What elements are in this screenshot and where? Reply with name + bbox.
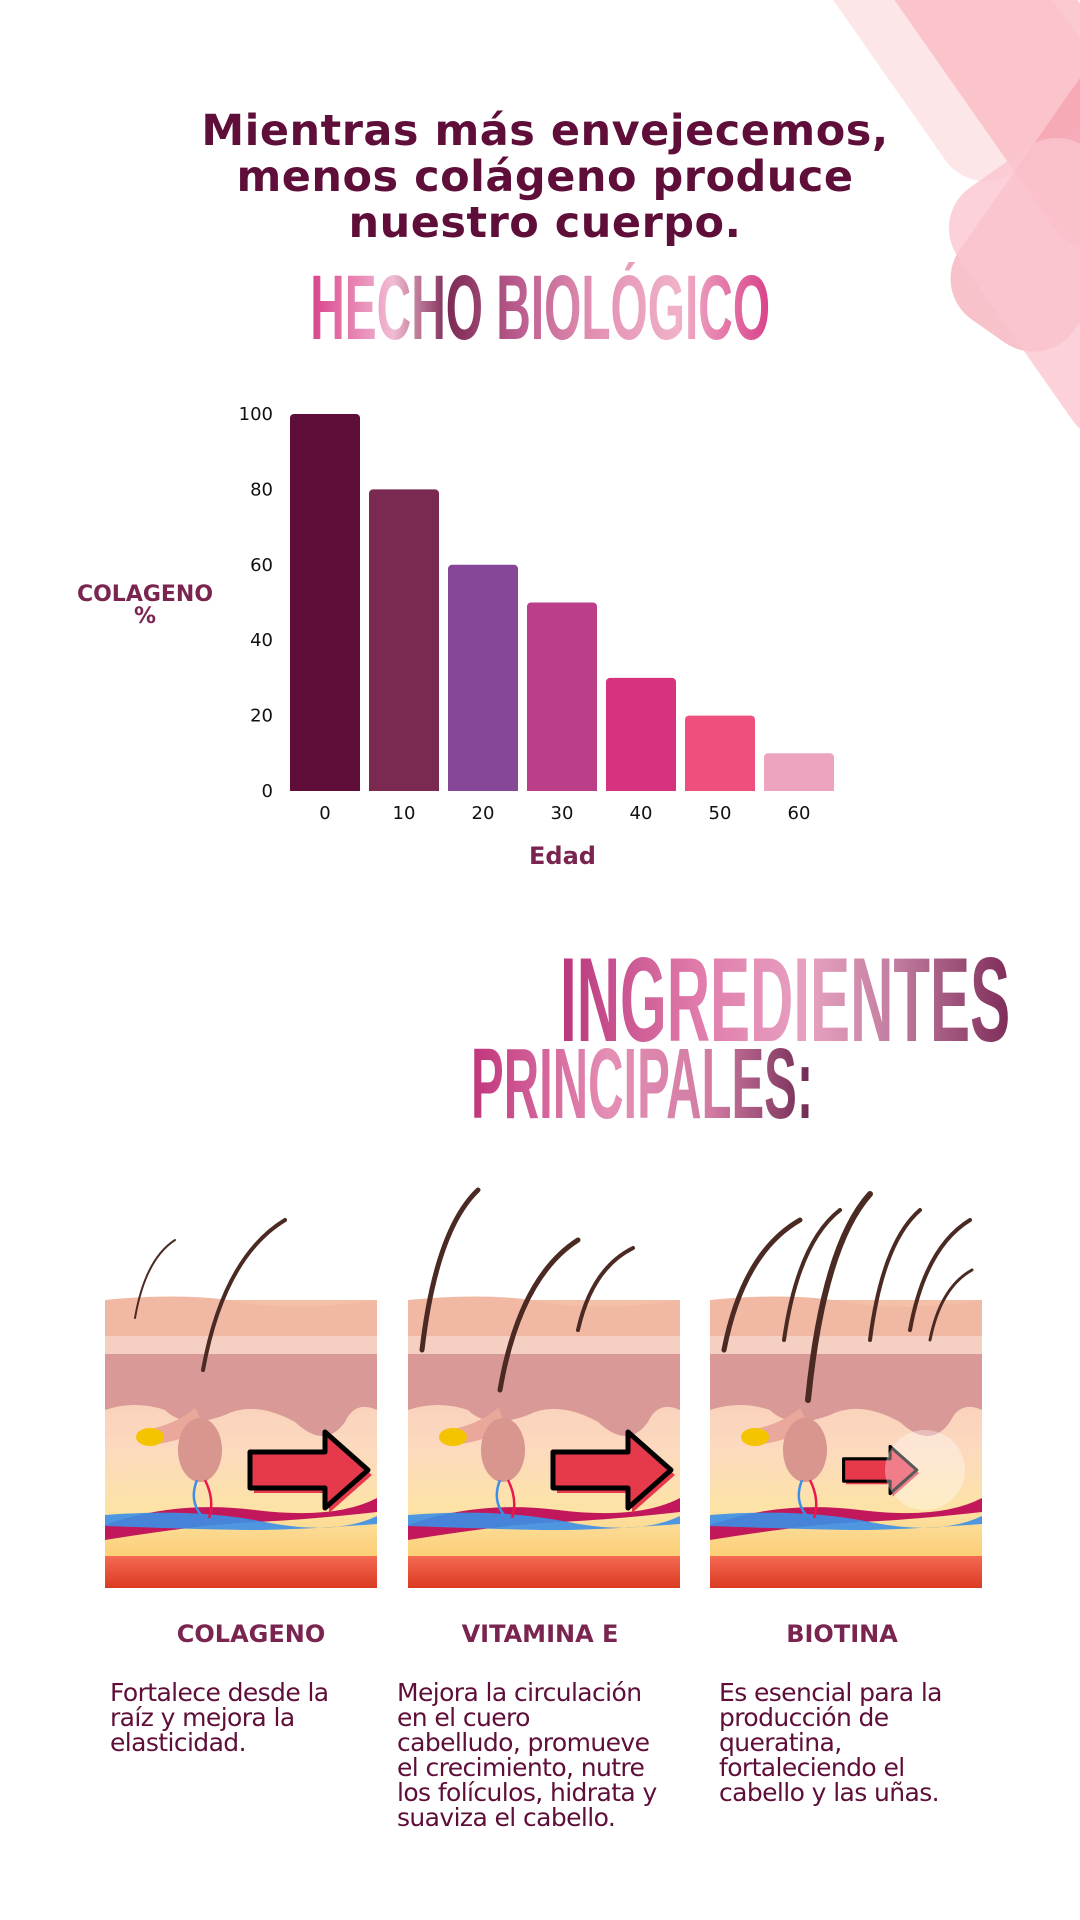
description-line: Es esencial para la — [719, 1678, 943, 1707]
headline-line: menos colágeno produce — [236, 152, 854, 202]
description-line: cabelludo, promueve — [397, 1728, 650, 1757]
bar — [369, 489, 439, 791]
y-tick-label: 80 — [250, 479, 273, 500]
ingredient-description: Es esencial para la producción de queratin… — [719, 1678, 943, 1807]
collagen-bar-chart: 0 10 20 30 40 50 60 0 20 40 60 80 100 — [239, 404, 834, 824]
y-axis-label-line: COLAGENO — [76, 582, 214, 607]
hair-strand — [721, 1217, 803, 1353]
ingredient-name: VITAMINA E — [461, 1620, 619, 1648]
x-axis-label: Edad — [529, 842, 596, 870]
fact-title-text: HECHO BIOLÓGICO — [310, 257, 770, 359]
headline-line: nuestro cuerpo. — [348, 198, 742, 248]
hair-strand — [805, 1191, 873, 1403]
bar — [606, 677, 676, 791]
description-line: cabello y las uñas. — [719, 1778, 940, 1807]
bar-base — [606, 787, 676, 791]
hair-strand — [576, 1246, 635, 1332]
ingredient-description: Fortalece desde la raíz y mejora la elasti… — [110, 1680, 329, 1755]
hair-strand — [782, 1208, 842, 1342]
bar-base — [685, 787, 755, 791]
arrow-right-icon — [550, 1429, 675, 1513]
ingredients-title-line2: PRINCIPALES: — [102, 1034, 1080, 1134]
bar-base — [369, 787, 439, 791]
y-tick-label: 100 — [239, 404, 273, 425]
y-tick-label: 0 — [262, 781, 273, 802]
arrow-right-icon — [247, 1429, 372, 1513]
description-line: queratina, — [719, 1728, 842, 1757]
bar — [764, 753, 834, 791]
description-line: suaviza el cabello. — [397, 1803, 616, 1832]
bar — [527, 602, 597, 791]
hair-skin-illustration — [710, 1191, 982, 1588]
hair-strand — [868, 1208, 922, 1342]
description-line: producción de — [719, 1703, 889, 1732]
bar — [290, 414, 360, 791]
description-line: los folículos, hidrata y — [397, 1778, 657, 1807]
description-line: elasticidad. — [110, 1728, 247, 1757]
ingredients-title-text: PRINCIPALES: — [470, 1028, 814, 1140]
description-line: raíz y mejora la — [110, 1703, 295, 1732]
x-tick-label: 30 — [551, 803, 574, 824]
hair-strand — [201, 1218, 287, 1372]
x-tick-label: 0 — [319, 803, 330, 824]
bar-base — [448, 787, 518, 791]
x-tick-label: 20 — [472, 803, 495, 824]
description-line: en el cuero — [397, 1703, 530, 1732]
bar — [685, 715, 755, 791]
fact-title: HECHO BIOLÓGICO — [0, 262, 1080, 354]
y-tick-label: 20 — [250, 706, 273, 727]
hair-strand — [928, 1268, 974, 1342]
headline-line: Mientras más envejecemos, — [201, 106, 889, 156]
bar — [448, 564, 518, 791]
ingredient-name: COLAGENO — [176, 1620, 326, 1648]
hair-skin-illustration — [105, 1218, 377, 1588]
x-tick-label: 40 — [630, 803, 653, 824]
description-line: el crecimiento, nutre — [397, 1753, 645, 1782]
bar-base — [527, 787, 597, 791]
headline: Mientras más envejecemos, menos colágeno… — [0, 108, 1080, 246]
ingredients-title-line1: INGREDIENTES — [245, 940, 1080, 1060]
hair-strand — [419, 1187, 481, 1353]
y-tick-label: 60 — [250, 555, 273, 576]
x-tick-label: 10 — [393, 803, 416, 824]
bar-base — [290, 787, 360, 791]
bar-base — [764, 787, 834, 791]
hair-skin-illustration — [408, 1187, 680, 1588]
ingredient-name: BIOTINA — [786, 1620, 898, 1648]
hair-strand — [497, 1237, 581, 1393]
description-line: Mejora la circulación — [397, 1678, 642, 1707]
hair-strand — [134, 1239, 176, 1319]
y-tick-label: 40 — [250, 630, 273, 651]
description-line: Fortalece desde la — [110, 1678, 329, 1707]
ingredient-description: Mejora la circulación en el cuero cabellud… — [397, 1680, 657, 1830]
hair-strand — [908, 1218, 972, 1332]
arrow-right-icon — [842, 1444, 920, 1497]
x-tick-label: 50 — [709, 803, 732, 824]
x-tick-label: 60 — [788, 803, 811, 824]
y-axis-label: COLAGENO % — [55, 584, 235, 628]
y-axis-label-line: % — [133, 604, 157, 629]
description-line: fortaleciendo el — [719, 1753, 905, 1782]
ingredients-title-text: INGREDIENTES — [559, 933, 1011, 1067]
